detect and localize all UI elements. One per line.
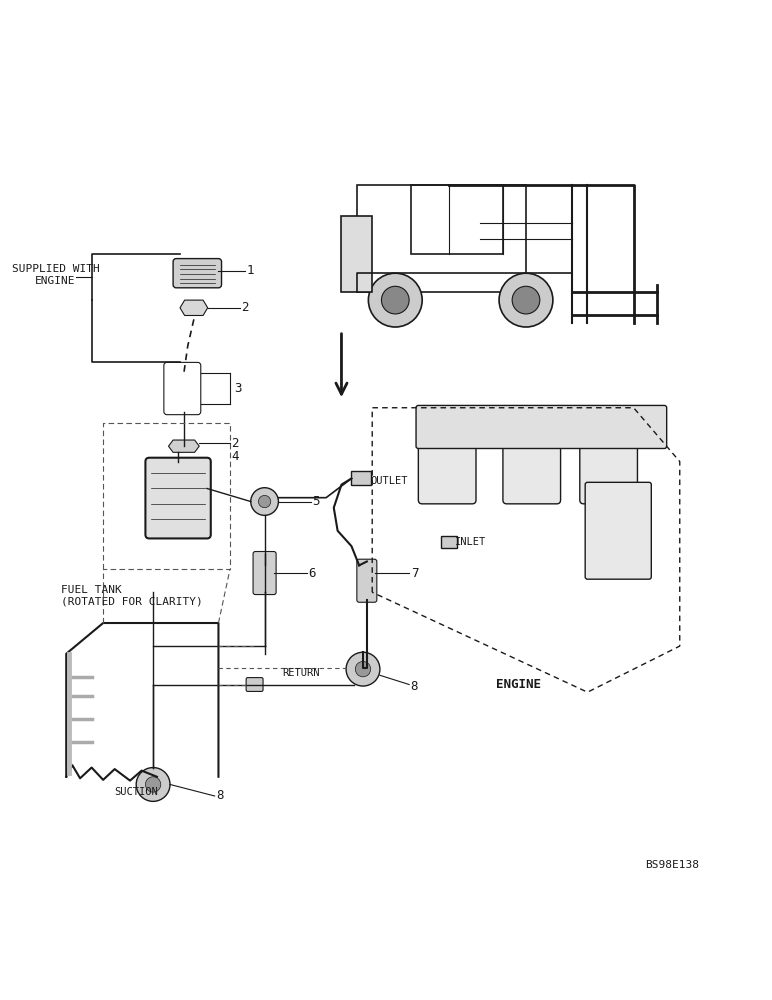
Polygon shape (168, 440, 199, 452)
Circle shape (381, 286, 409, 314)
Text: 2: 2 (242, 301, 249, 314)
FancyBboxPatch shape (145, 458, 211, 538)
Circle shape (145, 777, 161, 792)
Circle shape (499, 273, 553, 327)
FancyBboxPatch shape (341, 216, 372, 292)
Circle shape (346, 652, 380, 686)
FancyBboxPatch shape (442, 536, 457, 548)
Text: RETURN: RETURN (283, 668, 320, 678)
Text: 2: 2 (232, 437, 239, 450)
FancyBboxPatch shape (418, 423, 476, 504)
FancyBboxPatch shape (173, 259, 222, 288)
Circle shape (355, 661, 371, 677)
FancyBboxPatch shape (503, 423, 560, 504)
FancyBboxPatch shape (253, 552, 276, 595)
Circle shape (512, 286, 540, 314)
FancyBboxPatch shape (357, 559, 377, 602)
Text: SUCTION: SUCTION (115, 787, 158, 797)
FancyBboxPatch shape (416, 405, 667, 448)
Text: FUEL TANK
(ROTATED FOR CLARITY): FUEL TANK (ROTATED FOR CLARITY) (61, 585, 202, 607)
Circle shape (259, 495, 271, 508)
Text: 3: 3 (234, 382, 242, 395)
FancyBboxPatch shape (585, 482, 652, 579)
Text: OUTLET: OUTLET (371, 476, 408, 486)
Text: 8: 8 (216, 789, 224, 802)
Circle shape (251, 488, 279, 515)
Polygon shape (180, 300, 208, 315)
FancyBboxPatch shape (580, 423, 638, 504)
Text: INLET: INLET (455, 537, 486, 547)
Text: BS98E138: BS98E138 (645, 860, 699, 870)
Text: 1: 1 (247, 264, 255, 277)
FancyBboxPatch shape (246, 678, 263, 691)
FancyBboxPatch shape (351, 471, 371, 485)
Text: 4: 4 (232, 450, 239, 463)
Text: 7: 7 (411, 567, 418, 580)
Text: ENGINE: ENGINE (496, 678, 541, 691)
Text: 5: 5 (312, 495, 320, 508)
Text: 6: 6 (308, 567, 316, 580)
Text: 8: 8 (411, 680, 418, 693)
Circle shape (136, 768, 170, 801)
Circle shape (368, 273, 422, 327)
Text: SUPPLIED WITH
ENGINE: SUPPLIED WITH ENGINE (12, 264, 100, 286)
